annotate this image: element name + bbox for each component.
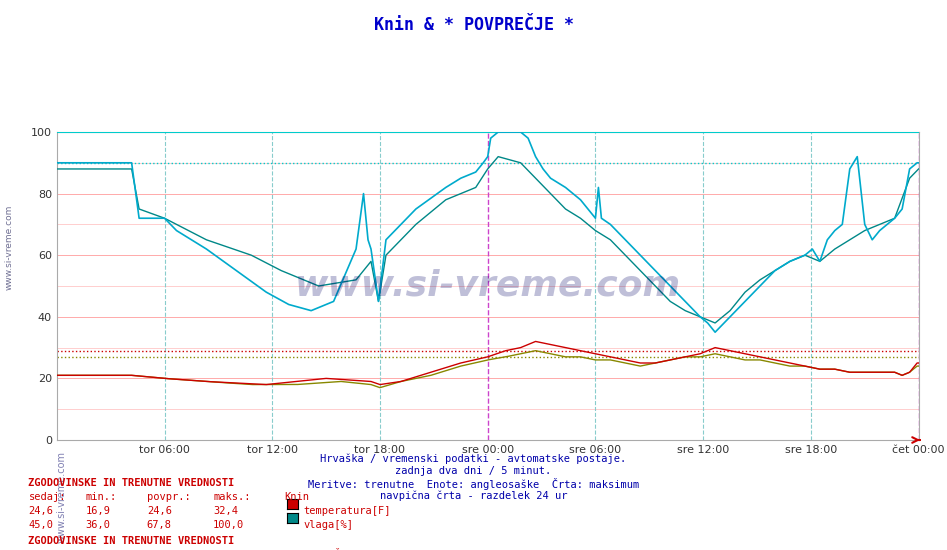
Text: maks.:: maks.: [213,492,251,502]
Text: vlaga[%]: vlaga[%] [303,520,353,530]
Text: www.si-vreme.com: www.si-vreme.com [5,205,14,290]
Text: min.:: min.: [85,492,116,502]
Text: 36,0: 36,0 [85,520,110,530]
Text: Meritve: trenutne  Enote: angleosaške  Črta: maksimum: Meritve: trenutne Enote: angleosaške Črt… [308,478,639,490]
Text: sedaj:: sedaj: [28,492,66,502]
Text: 100,0: 100,0 [213,520,244,530]
Text: ZGODOVINSKE IN TRENUTNE VREDNOSTI: ZGODOVINSKE IN TRENUTNE VREDNOSTI [28,478,235,488]
Text: 45,0: 45,0 [28,520,53,530]
Text: 24,6: 24,6 [28,506,53,516]
Text: zadnja dva dni / 5 minut.: zadnja dva dni / 5 minut. [396,466,551,476]
Text: 32,4: 32,4 [213,506,238,516]
Text: Hrvaška / vremenski podatki - avtomatske postaje.: Hrvaška / vremenski podatki - avtomatske… [320,454,627,464]
Text: Knin & * POVPREČJE *: Knin & * POVPREČJE * [373,16,574,35]
Text: www.si-vreme.com: www.si-vreme.com [57,451,67,543]
Text: temperatura[F]: temperatura[F] [303,506,390,516]
Text: Knin: Knin [284,492,309,502]
Text: 24,6: 24,6 [147,506,171,516]
Text: www.si-vreme.com: www.si-vreme.com [295,269,681,303]
Text: ZGODOVINSKE IN TRENUTNE VREDNOSTI: ZGODOVINSKE IN TRENUTNE VREDNOSTI [28,536,235,546]
Text: 16,9: 16,9 [85,506,110,516]
Text: 67,8: 67,8 [147,520,171,530]
Text: povpr.:: povpr.: [147,492,190,502]
Text: navpična črta - razdelek 24 ur: navpična črta - razdelek 24 ur [380,490,567,500]
